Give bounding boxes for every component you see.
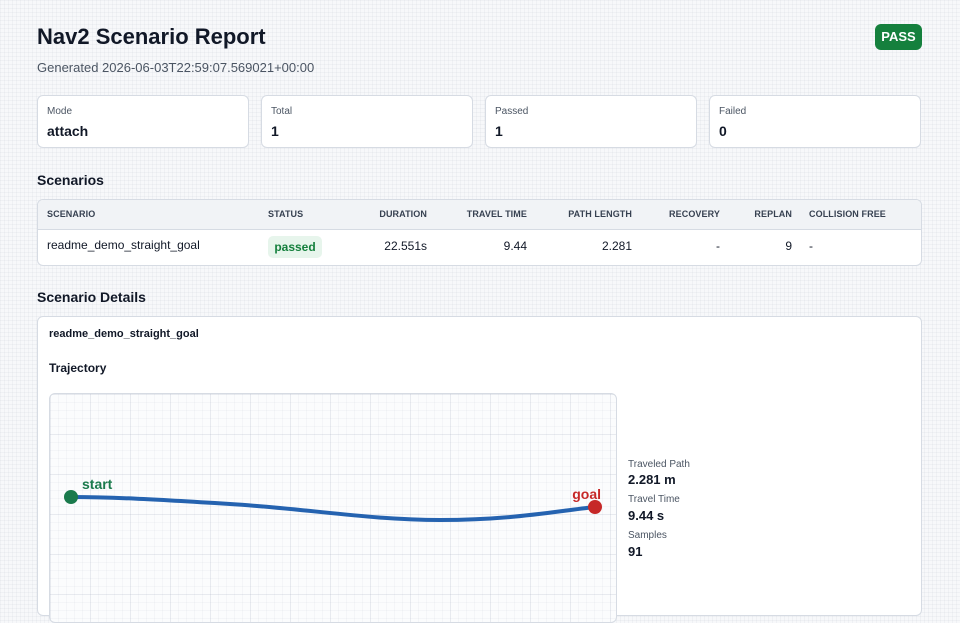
scenario-details-heading: Scenario Details (37, 289, 146, 305)
metric-label-travel-time: Travel Time (628, 494, 680, 505)
cell-replan: 9 (785, 239, 792, 253)
summary-card-label: Total (271, 106, 293, 117)
column-header-path-length[interactable]: PATH LENGTH (568, 209, 632, 219)
summary-card-failed: Failed 0 (709, 95, 921, 148)
cell-scenario[interactable]: readme_demo_straight_goal (47, 238, 200, 252)
metric-label-traveled-path: Traveled Path (628, 459, 690, 470)
metric-value-travel-time: 9.44 s (628, 508, 665, 523)
metric-value-traveled-path: 2.281 m (628, 472, 676, 487)
cell-travel-time: 9.44 (503, 239, 527, 253)
column-header-replan[interactable]: REPLAN (754, 209, 792, 219)
summary-card-passed: Passed 1 (485, 95, 697, 148)
summary-card-value: 0 (719, 123, 727, 139)
metric-label-samples: Samples (628, 530, 667, 541)
trajectory-path (69, 495, 597, 523)
summary-card-label: Failed (719, 106, 747, 117)
column-header-travel-time[interactable]: TRAVEL TIME (466, 209, 527, 219)
summary-card-mode: Mode attach (37, 95, 249, 148)
column-header-recovery[interactable]: RECOVERY (669, 209, 720, 219)
cell-collision-free: - (809, 239, 813, 253)
column-header-duration[interactable]: DURATION (379, 209, 427, 219)
trajectory-svg: start goal (64, 476, 602, 523)
goal-marker (588, 500, 602, 514)
goal-label: goal (572, 486, 601, 502)
status-badge: passed (268, 236, 322, 258)
metric-value-samples: 91 (628, 544, 643, 559)
summary-card-value: 1 (495, 123, 503, 139)
trajectory-plot: start goal (49, 393, 617, 623)
summary-card-value: 1 (271, 123, 279, 139)
scenario-details-panel: readme_demo_straight_goal Trajectory sta… (37, 316, 922, 623)
column-header-scenario[interactable]: SCENARIO (47, 209, 96, 219)
summary-card-label: Mode (47, 106, 73, 117)
column-header-status[interactable]: STATUS (268, 209, 304, 219)
start-marker (64, 490, 78, 504)
column-header-collision-free[interactable]: COLLISION FREE (809, 209, 886, 219)
trajectory-title: Trajectory (49, 361, 107, 375)
detail-scenario-name: readme_demo_straight_goal (49, 328, 199, 340)
scenarios-table: SCENARIO STATUS DURATION TRAVEL TIME PAT… (37, 199, 922, 266)
summary-card-value: attach (47, 123, 89, 139)
cell-duration: 22.551s (384, 239, 427, 253)
cell-path-length: 2.281 (601, 239, 632, 253)
table-header-row: SCENARIO STATUS DURATION TRAVEL TIME PAT… (38, 200, 921, 230)
page-title: Nav2 Scenario Report (37, 24, 266, 49)
generated-timestamp: Generated 2026-06-03T22:59:07.569021+00:… (37, 60, 315, 75)
summary-card-total: Total 1 (261, 95, 473, 148)
overall-status-badge: PASS (875, 24, 922, 50)
cell-recovery: - (716, 239, 720, 253)
scenarios-heading: Scenarios (37, 172, 104, 188)
summary-card-label: Passed (495, 106, 529, 117)
start-label: start (82, 476, 113, 492)
